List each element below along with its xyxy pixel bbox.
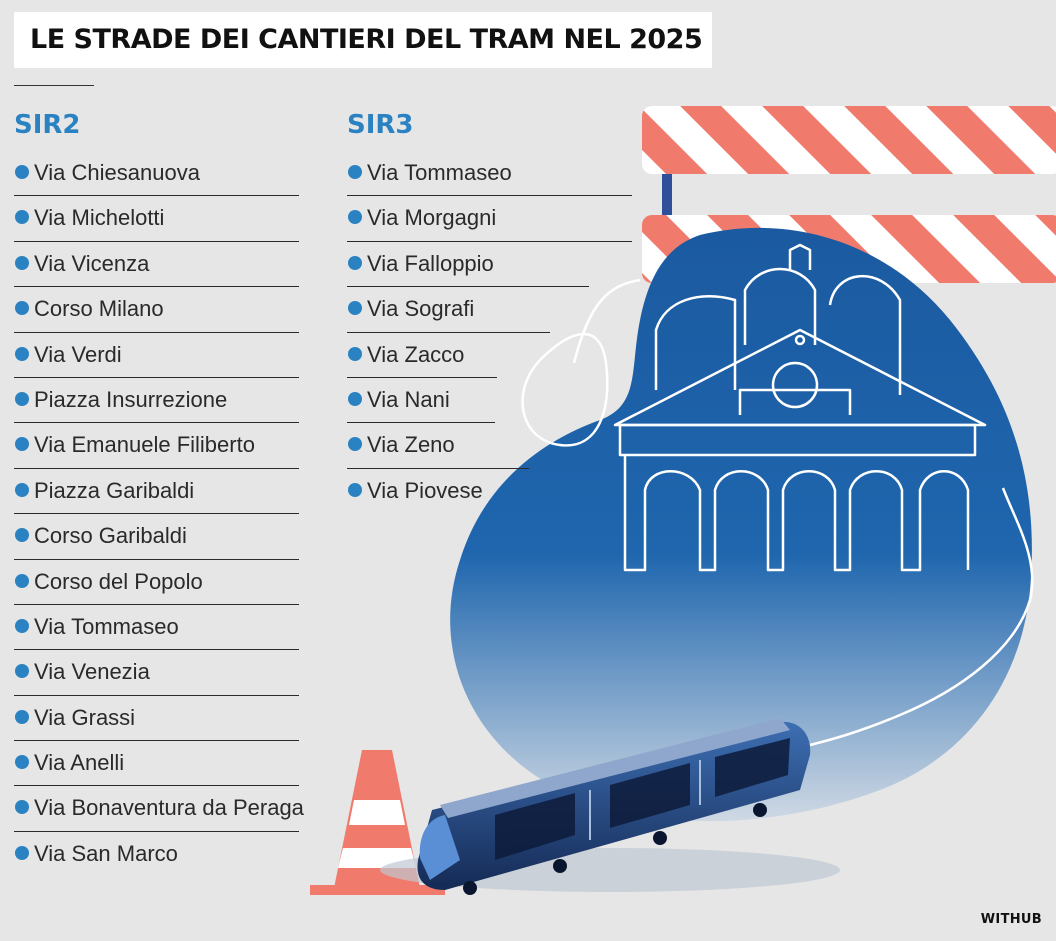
list-item: Piazza Insurrezione	[14, 378, 299, 424]
list-item: Via Bonaventura da Peraga	[14, 786, 304, 832]
list-item: Via Zacco	[347, 333, 497, 378]
street-name: Via Zeno	[367, 432, 455, 458]
list-item: Via Nani	[347, 378, 495, 424]
street-name: Via Emanuele Filiberto	[34, 432, 255, 458]
bullet-dot-icon	[348, 437, 362, 452]
bullet-dot-icon	[15, 573, 29, 588]
traffic-cone-icon	[310, 750, 445, 895]
street-name: Via Vicenza	[34, 250, 150, 276]
bullet-dot-icon	[15, 391, 29, 406]
list-item: Via Zeno	[347, 423, 529, 469]
bullet-dot-icon	[15, 437, 29, 452]
list-item: Corso Milano	[14, 287, 299, 333]
credit-label: WITHUB	[980, 912, 1042, 927]
street-name: Via Falloppio	[367, 250, 494, 276]
page-title: LE STRADE DEI CANTIERI DEL TRAM NEL 2025	[30, 24, 703, 55]
bullet-dot-icon	[15, 618, 29, 633]
bullet-dot-icon	[15, 528, 29, 543]
street-name: Via Chiesanuova	[34, 160, 200, 185]
street-name: Corso del Popolo	[34, 568, 203, 594]
sir3-heading: SIR3	[347, 110, 414, 140]
street-name: Piazza Garibaldi	[34, 477, 195, 503]
street-name: Via Anelli	[34, 750, 125, 776]
tram-icon	[380, 718, 840, 895]
street-name: Via Tommaseo	[34, 613, 179, 639]
bullet-dot-icon	[15, 664, 29, 679]
bullet-dot-icon	[15, 482, 29, 497]
list-item: Via Tommaseo	[14, 605, 299, 651]
list-item: Corso del Popolo	[14, 560, 299, 605]
street-name: Piazza Insurrezione	[34, 386, 228, 412]
street-name: Via Grassi	[34, 704, 136, 730]
street-name: Corso Garibaldi	[34, 523, 187, 549]
list-item: Via Morgagni	[347, 196, 632, 242]
list-item: Via Emanuele Filiberto	[14, 423, 299, 469]
bullet-dot-icon	[15, 210, 29, 225]
bullet-dot-icon	[348, 301, 362, 316]
street-name: Via Sografi	[367, 296, 475, 322]
list-item: Via Tommaseo	[347, 151, 632, 197]
sir2-street-list: Via Chiesanuova Via Michelotti Via Vicen…	[14, 151, 304, 877]
list-item: Via San Marco	[14, 832, 299, 877]
sir3-street-list: Via Tommaseo Via Morgagni Via Falloppio …	[347, 151, 632, 514]
bullet-dot-icon	[15, 709, 29, 724]
street-name: Via Verdi	[34, 341, 122, 367]
title-divider	[14, 85, 94, 86]
bullet-dot-icon	[348, 482, 362, 497]
sir2-heading: SIR2	[14, 110, 81, 140]
list-item: Via Grassi	[14, 696, 299, 742]
list-item: Piazza Garibaldi	[14, 469, 299, 515]
blob-shape	[450, 227, 1032, 822]
list-item: Via Vicenza	[14, 242, 299, 288]
bullet-dot-icon	[348, 391, 362, 406]
street-name: Corso Milano	[34, 296, 164, 322]
list-item: Corso Garibaldi	[14, 514, 299, 560]
bullet-dot-icon	[15, 301, 29, 316]
bullet-dot-icon	[15, 255, 29, 270]
street-name: Via Zacco	[367, 341, 465, 367]
street-name: Via Michelotti	[34, 205, 165, 231]
list-item: Via Michelotti	[14, 196, 299, 242]
bullet-dot-icon	[348, 255, 362, 270]
street-name: Via Bonaventura da Peraga	[34, 795, 304, 821]
street-name: Via Morgagni	[367, 205, 497, 231]
street-name: Via San Marco	[34, 840, 178, 866]
list-item: Via Anelli	[14, 741, 299, 787]
list-item: Via Piovese	[347, 469, 529, 514]
list-item: Via Venezia	[14, 650, 299, 696]
bullet-dot-icon	[15, 800, 29, 815]
list-item: Via Falloppio	[347, 242, 589, 288]
bullet-dot-icon	[348, 210, 362, 225]
street-name: Via Venezia	[34, 659, 150, 685]
bullet-dot-icon	[15, 165, 29, 179]
bullet-dot-icon	[15, 755, 29, 770]
street-name: Via Nani	[367, 386, 450, 412]
bullet-dot-icon	[15, 346, 29, 361]
list-item: Via Verdi	[14, 333, 299, 378]
street-name: Via Tommaseo	[367, 160, 512, 185]
list-item: Via Sografi	[347, 287, 550, 333]
bullet-dot-icon	[15, 845, 29, 860]
street-name: Via Piovese	[367, 477, 483, 503]
basilica-outline-icon	[613, 243, 987, 572]
bullet-dot-icon	[348, 165, 362, 179]
list-item: Via Chiesanuova	[14, 151, 299, 197]
title-box: LE STRADE DEI CANTIERI DEL TRAM NEL 2025	[14, 12, 712, 68]
bullet-dot-icon	[348, 346, 362, 361]
